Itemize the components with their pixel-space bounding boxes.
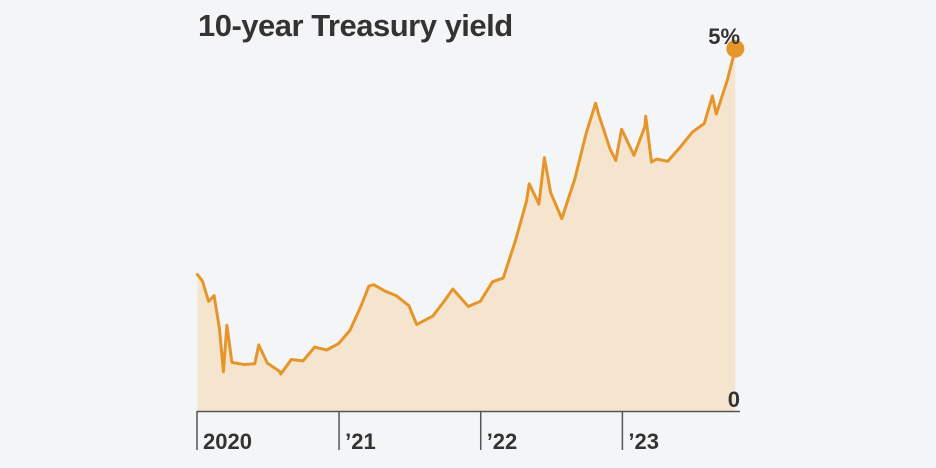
area-fill bbox=[197, 48, 736, 411]
y-tick-label: 0 bbox=[728, 387, 740, 412]
x-tick-label: ’22 bbox=[487, 429, 518, 454]
y-tick-label: 5% bbox=[708, 24, 740, 49]
chart-title: 10-year Treasury yield bbox=[198, 8, 513, 43]
series-line bbox=[195, 47, 737, 376]
x-tick-label: 2020 bbox=[203, 429, 252, 454]
x-tick-label: ’21 bbox=[345, 429, 376, 454]
end-point-marker bbox=[726, 39, 745, 58]
x-tick-label: ’23 bbox=[628, 429, 659, 454]
